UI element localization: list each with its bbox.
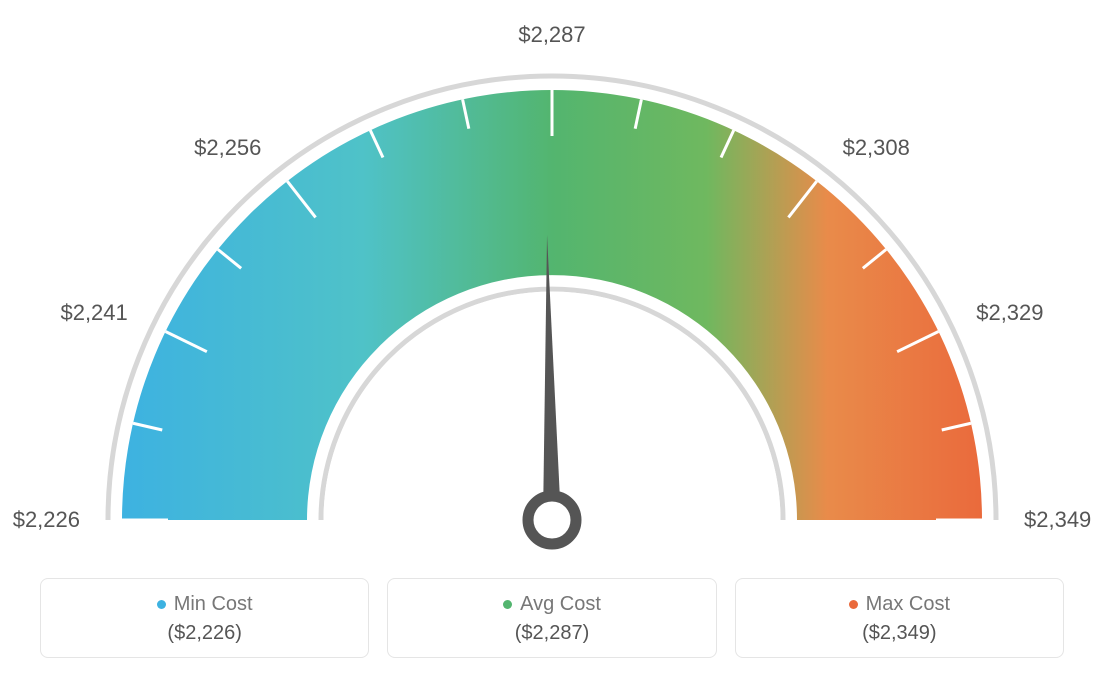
legend-dot-avg [503, 600, 512, 609]
legend-title-text-avg: Avg Cost [520, 593, 601, 615]
legend-dot-min [157, 600, 166, 609]
gauge-tick-label: $2,308 [843, 135, 910, 161]
gauge-tick-label: $2,241 [60, 300, 127, 326]
gauge-svg [0, 0, 1104, 560]
legend-row: Min Cost ($2,226) Avg Cost ($2,287) Max … [0, 578, 1104, 658]
legend-card-max: Max Cost ($2,349) [735, 578, 1064, 658]
gauge-tick-label: $2,329 [976, 300, 1043, 326]
legend-title-min: Min Cost [51, 593, 358, 616]
legend-title-avg: Avg Cost [398, 593, 705, 616]
gauge-tick-label: $2,226 [13, 507, 80, 533]
gauge-area: $2,226 $2,241 $2,256 $2,287 $2,308 $2,329 $2,3… [0, 0, 1104, 560]
gauge-chart-container: $2,226 $2,241 $2,256 $2,287 $2,308 $2,329 $2,3… [0, 0, 1104, 690]
legend-dot-max [849, 600, 858, 609]
legend-value-min: ($2,226) [51, 622, 358, 645]
legend-title-max: Max Cost [746, 593, 1053, 616]
legend-card-min: Min Cost ($2,226) [40, 578, 369, 658]
legend-title-text-max: Max Cost [866, 593, 950, 615]
legend-value-max: ($2,349) [746, 622, 1053, 645]
legend-value-avg: ($2,287) [398, 622, 705, 645]
gauge-tick-label: $2,256 [194, 135, 261, 161]
gauge-tick-label: $2,287 [518, 22, 585, 48]
legend-card-avg: Avg Cost ($2,287) [387, 578, 716, 658]
legend-title-text-min: Min Cost [174, 593, 253, 615]
gauge-tick-label: $2,349 [1024, 507, 1091, 533]
